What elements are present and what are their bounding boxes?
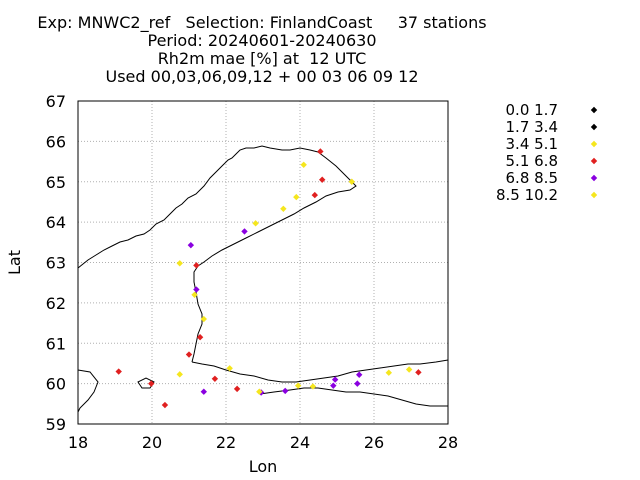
coastline-estonia	[259, 387, 448, 407]
data-point	[196, 333, 204, 341]
x-axis-label: Lon	[249, 457, 278, 476]
data-point	[193, 286, 200, 293]
data-point	[330, 382, 337, 389]
data-point	[331, 376, 339, 383]
axis-ticks: 18 20 22 24 26 28 59 60 61 62 63 64 65 66 67	[46, 92, 459, 452]
y-tick-label: 65	[46, 173, 66, 192]
data-point	[200, 388, 207, 395]
legend-entry-label: 5.1 6.8	[506, 152, 558, 170]
x-tick-label: 24	[290, 433, 310, 452]
data-point	[241, 228, 248, 235]
data-points	[115, 148, 422, 409]
data-point	[185, 351, 193, 358]
title-line-1: Exp: MNWC2_ref Selection: FinlandCoast 3…	[37, 13, 487, 32]
y-tick-label: 60	[46, 375, 66, 394]
x-tick-label: 26	[364, 433, 384, 452]
grid	[77, 100, 449, 425]
y-axis-label: Lat	[5, 250, 24, 275]
legend-marker	[590, 191, 598, 199]
title-line-4: Used 00,03,06,09,12 + 00 03 06 09 12	[105, 67, 419, 86]
data-point	[300, 161, 307, 168]
legend-entry-label: 0.0 1.7	[506, 101, 558, 119]
data-point	[148, 380, 155, 387]
data-point	[309, 383, 317, 390]
data-point	[385, 369, 392, 376]
data-point	[161, 401, 169, 409]
data-point	[115, 368, 122, 375]
y-tick-label: 61	[46, 334, 66, 353]
y-tick-label: 63	[46, 254, 66, 273]
coastline-map	[77, 145, 449, 413]
x-tick-label: 18	[68, 433, 88, 452]
data-point	[293, 193, 300, 201]
title-line-3: Rh2m mae [%] at 12 UTC	[157, 49, 367, 68]
data-point	[211, 375, 219, 382]
data-point	[226, 365, 233, 372]
y-tick-label: 64	[46, 213, 66, 232]
x-tick-label: 20	[142, 433, 162, 452]
data-point	[415, 369, 422, 376]
y-tick-label: 62	[46, 294, 66, 313]
data-point	[282, 387, 289, 395]
legend-entry-label: 8.5 10.2	[496, 186, 558, 204]
coastline-sweden-south	[77, 369, 99, 413]
data-point	[348, 178, 355, 185]
data-point	[280, 205, 287, 213]
data-point	[405, 366, 413, 373]
legend-marker	[590, 140, 598, 148]
data-point	[191, 291, 198, 298]
title-line-2: Period: 20240601-20240630	[147, 31, 377, 50]
data-point	[200, 315, 207, 323]
data-point	[311, 191, 318, 199]
x-tick-label: 28	[438, 433, 458, 452]
data-point	[294, 382, 302, 389]
plot-frame	[77, 100, 449, 425]
legend-marker	[590, 174, 598, 182]
data-point	[319, 176, 326, 183]
legend: 0.0 1.71.7 3.43.4 5.15.1 6.86.8 8.58.5 1…	[496, 101, 598, 204]
data-point	[256, 388, 263, 395]
x-tick-label: 22	[216, 433, 236, 452]
coastline-finland-south	[191, 359, 449, 383]
coastline-sweden	[77, 145, 319, 269]
data-point	[187, 241, 195, 249]
data-point	[176, 371, 183, 378]
data-point	[354, 380, 361, 387]
legend-entry-label: 1.7 3.4	[506, 118, 558, 136]
y-tick-label: 67	[46, 92, 66, 111]
data-point	[176, 260, 183, 267]
legend-entry-label: 6.8 8.5	[506, 169, 558, 187]
data-point	[317, 148, 324, 155]
legend-marker	[590, 157, 598, 165]
data-point	[252, 220, 259, 227]
y-tick-label: 66	[46, 132, 66, 151]
legend-entry-label: 3.4 5.1	[506, 135, 558, 153]
data-point	[193, 262, 200, 269]
chart-title: Exp: MNWC2_ref Selection: FinlandCoast 3…	[0, 14, 524, 86]
coastline-finland-west	[191, 151, 357, 363]
data-point	[356, 371, 363, 378]
legend-marker	[590, 123, 598, 131]
data-point	[233, 385, 241, 393]
legend-marker	[590, 106, 598, 114]
y-tick-label: 59	[46, 415, 66, 434]
